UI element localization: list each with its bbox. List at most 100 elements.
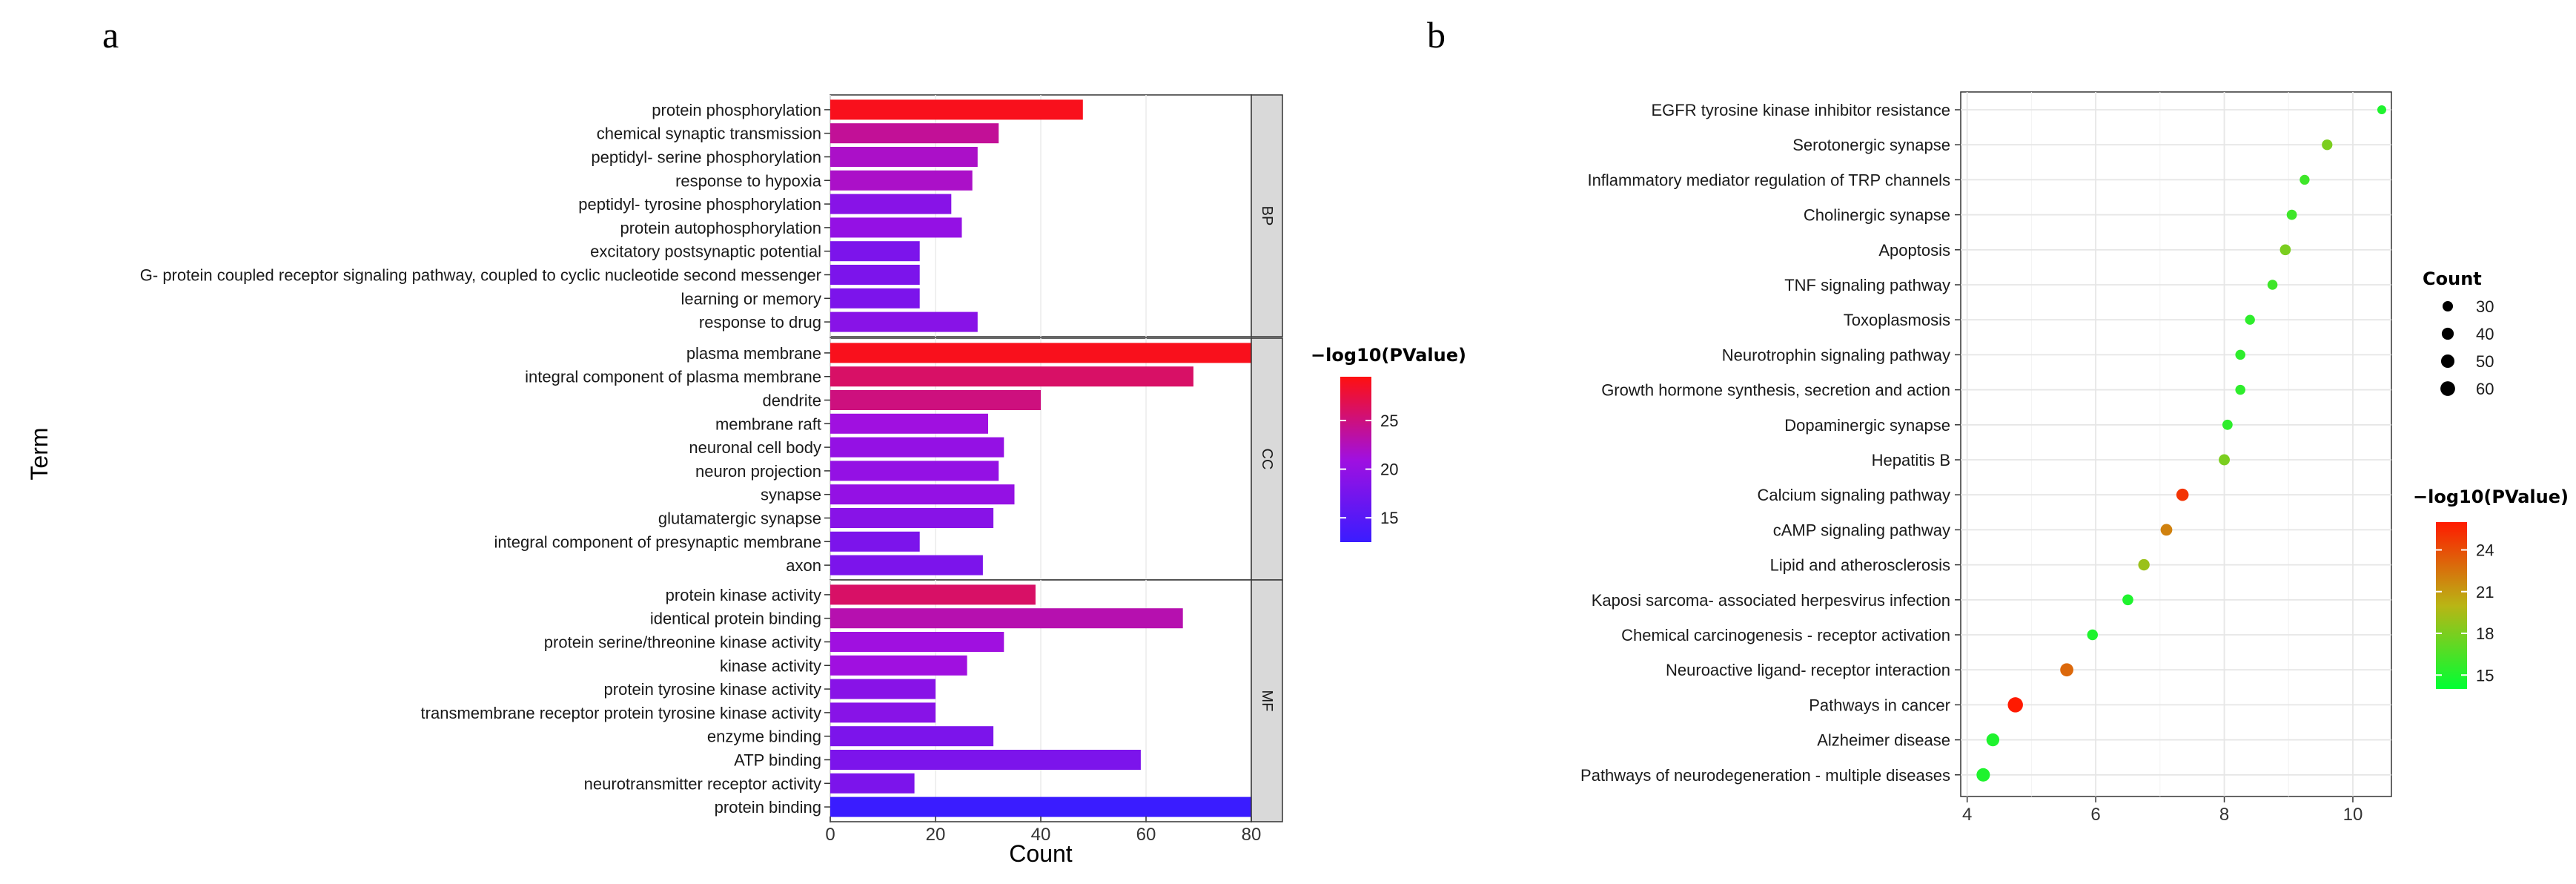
pathway-label-growth-hormone-synthesis-secretion-and-action: Growth hormone synthesis, secretion and …	[1601, 381, 1950, 400]
facet-strip-bp	[1251, 94, 1283, 337]
legend-size-dot-60	[2440, 381, 2455, 396]
bar-plasma-membrane	[830, 343, 1251, 363]
x-tick-label-0: 0	[825, 825, 835, 845]
legend-a-title: −log10(PValue)	[1311, 345, 1466, 366]
bar-transmembrane-receptor-protein-tyrosine-kinase-activity	[830, 702, 936, 723]
legend-a-tick-15: 15	[1380, 509, 1398, 527]
legend-b-tick-15: 15	[2476, 666, 2494, 685]
bar-integral-component-of-plasma-membrane	[830, 366, 1193, 387]
bar-protein-phosphorylation	[830, 99, 1083, 120]
legend-a-tick-25: 25	[1380, 412, 1398, 430]
bar-identical-protein-binding	[830, 608, 1183, 629]
term-label-integral-component-of-presynaptic-membrane: integral component of presynaptic membra…	[494, 532, 821, 551]
term-label-peptidyl-tyrosine-phosphorylation: peptidyl- tyrosine phosphorylation	[578, 195, 821, 214]
bar-peptidyl-serine-phosphorylation	[830, 147, 978, 167]
x-tick-label-4: 4	[1962, 805, 1972, 825]
term-label-chemical-synaptic-transmission: chemical synaptic transmission	[597, 125, 821, 143]
legend-size-dot-50	[2440, 354, 2455, 369]
y-axis-title: Term	[26, 427, 53, 480]
point-egfr-tyrosine-kinase-inhibitor-resistance	[2377, 105, 2386, 114]
term-label-protein-serine-threonine-kinase-activity: protein serine/threonine kinase activity	[544, 633, 821, 652]
bar-chemical-synaptic-transmission	[830, 123, 999, 144]
point-inflammatory-mediator-regulation-of-trp-channels	[2299, 174, 2310, 185]
bar-integral-component-of-presynaptic-membrane	[830, 531, 920, 552]
pathway-label-tnf-signaling-pathway: TNF signaling pathway	[1784, 276, 1950, 294]
panel-b-letter: b	[1427, 14, 1446, 56]
facet-label-mf: MF	[1259, 690, 1275, 712]
legend-size-dot-30	[2442, 300, 2454, 312]
term-label-neuronal-cell-body: neuronal cell body	[689, 438, 821, 457]
term-label-neuron-projection: neuron projection	[695, 462, 821, 481]
bar-peptidyl-tyrosine-phosphorylation	[830, 194, 952, 214]
pathway-label-dopaminergic-synapse: Dopaminergic synapse	[1784, 416, 1950, 435]
point-neuroactive-ligand-receptor-interaction	[2060, 663, 2073, 677]
panel-a-bar-chart: protein phosphorylation chemical synaptic…	[26, 94, 1466, 867]
term-label-atp-binding: ATP binding	[734, 751, 821, 770]
legend-size-dot-40	[2441, 327, 2454, 340]
bar-membrane-raft	[830, 413, 988, 434]
plot-b-panel	[1960, 91, 2392, 797]
bar-neuron-projection	[830, 461, 999, 481]
x-tick-label-80: 80	[1242, 825, 1262, 845]
x-tick-label-60: 60	[1136, 825, 1156, 845]
term-label-enzyme-binding: enzyme binding	[707, 728, 821, 746]
x-tick-label-10: 10	[2343, 805, 2363, 825]
term-label-g-protein-coupled-receptor-signaling-pathway-coupled-to-cyclic-nucleotide-second-messenger: G- protein coupled receptor signaling pa…	[140, 266, 821, 285]
term-label-protein-tyrosine-kinase-activity: protein tyrosine kinase activity	[604, 680, 821, 699]
point-lipid-and-atherosclerosis	[2138, 558, 2150, 571]
bar-response-to-hypoxia	[830, 170, 973, 191]
bar-protein-kinase-activity	[830, 584, 1036, 605]
pathway-label-camp-signaling-pathway: cAMP signaling pathway	[1773, 521, 1950, 539]
bar-response-to-drug	[830, 311, 978, 332]
point-kaposi-sarcoma-associated-herpesvirus-infection	[2122, 594, 2133, 606]
bar-glutamatergic-synapse	[830, 508, 994, 528]
legend-size-label-40: 40	[2476, 325, 2494, 343]
pathway-label-apoptosis: Apoptosis	[1878, 241, 1950, 260]
term-label-neurotransmitter-receptor-activity: neurotransmitter receptor activity	[584, 774, 821, 793]
term-label-protein-kinase-activity: protein kinase activity	[666, 586, 821, 604]
point-pathways-in-cancer	[2007, 697, 2023, 713]
panel-b-dot-plot: EGFR tyrosine kinase inhibitor resistanc…	[1580, 91, 2569, 825]
panel-a-letter: a	[102, 14, 119, 56]
term-label-transmembrane-receptor-protein-tyrosine-kinase-activity: transmembrane receptor protein tyrosine …	[421, 704, 821, 722]
pathway-label-serotonergic-synapse: Serotonergic synapse	[1792, 136, 1950, 154]
term-label-synapse: synapse	[761, 486, 821, 504]
point-toxoplasmosis	[2245, 314, 2255, 325]
legend-b-tick-21: 21	[2476, 583, 2494, 601]
pathway-label-pathways-of-neurodegeneration-multiple-diseases: Pathways of neurodegeneration - multiple…	[1580, 766, 1950, 785]
term-label-response-to-hypoxia: response to hypoxia	[675, 171, 822, 190]
bar-dendrite	[830, 390, 1041, 410]
legend-b-tick-24: 24	[2476, 541, 2494, 560]
x-axis-title: Count	[1009, 840, 1073, 867]
bar-protein-tyrosine-kinase-activity	[830, 679, 936, 699]
legend-b-title: −log10(PValue)	[2413, 486, 2569, 507]
facet-label-cc: CC	[1259, 449, 1275, 470]
point-growth-hormone-synthesis-secretion-and-action	[2235, 384, 2245, 395]
point-alzheimer-disease	[1986, 733, 2000, 747]
pathway-label-hepatitis-b: Hepatitis B	[1872, 451, 1950, 469]
pathway-label-alzheimer-disease: Alzheimer disease	[1817, 731, 1950, 750]
legend-size-label-50: 50	[2476, 352, 2494, 371]
term-label-integral-component-of-plasma-membrane: integral component of plasma membrane	[525, 368, 821, 386]
legend-a-colorbar	[1340, 377, 1371, 542]
pathway-label-cholinergic-synapse: Cholinergic synapse	[1804, 206, 1950, 225]
bar-axon	[830, 555, 983, 575]
pathway-label-egfr-tyrosine-kinase-inhibitor-resistance: EGFR tyrosine kinase inhibitor resistanc…	[1652, 101, 1951, 119]
bar-learning-or-memory	[830, 288, 920, 309]
pathway-label-lipid-and-atherosclerosis: Lipid and atherosclerosis	[1770, 556, 1950, 575]
point-neurotrophin-signaling-pathway	[2235, 349, 2245, 360]
legend-a-tick-20: 20	[1380, 461, 1398, 479]
term-label-peptidyl-serine-phosphorylation: peptidyl- serine phosphorylation	[591, 148, 821, 167]
bar-protein-binding	[830, 796, 1251, 817]
facet-strip-mf	[1251, 579, 1283, 822]
term-label-excitatory-postsynaptic-potential: excitatory postsynaptic potential	[590, 243, 821, 261]
pathway-label-toxoplasmosis: Toxoplasmosis	[1844, 311, 1950, 329]
pathway-label-kaposi-sarcoma-associated-herpesvirus-infection: Kaposi sarcoma- associated herpesvirus i…	[1592, 591, 1950, 610]
bar-neuronal-cell-body	[830, 437, 1004, 458]
pathway-label-calcium-signaling-pathway: Calcium signaling pathway	[1758, 486, 1950, 504]
legend-b-tick-18: 18	[2476, 624, 2494, 643]
bar-kinase-activity	[830, 655, 967, 676]
bar-synapse	[830, 484, 1015, 505]
point-camp-signaling-pathway	[2160, 524, 2173, 536]
